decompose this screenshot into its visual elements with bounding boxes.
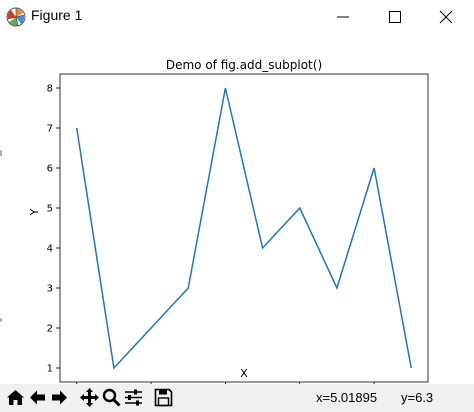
- pan-button[interactable]: [79, 387, 100, 408]
- sliders-icon: [125, 389, 142, 406]
- window-edge-mark: [0, 318, 2, 322]
- chart-title: Demo of fig.add_subplot(): [166, 58, 322, 72]
- y-tick-label: 3: [47, 284, 53, 295]
- axes-frame: [59, 73, 429, 383]
- window-titlebar: Figure 1: [0, 0, 474, 34]
- y-tick-label: 7: [47, 124, 53, 135]
- line-chart[interactable]: Demo of fig.add_subplot() 0246812345678 …: [0, 34, 474, 401]
- y-tick-label: 1: [47, 364, 53, 375]
- matplotlib-icon: [6, 7, 26, 27]
- window-title: Figure 1: [31, 7, 83, 23]
- y-tick-label: 4: [47, 244, 53, 255]
- window-edge-mark: [0, 150, 2, 156]
- save-button[interactable]: [153, 387, 174, 408]
- cursor-x-readout: x=5.01895: [316, 390, 378, 405]
- maximize-icon: [389, 11, 401, 23]
- maximize-button[interactable]: [372, 0, 418, 34]
- configure-subplots-button[interactable]: [123, 387, 144, 408]
- y-axis-label: Y: [28, 208, 41, 216]
- figure-canvas[interactable]: Demo of fig.add_subplot() 0246812345678 …: [0, 34, 474, 401]
- navigation-toolbar: x=5.01895 y=6.3: [0, 384, 474, 412]
- x-axis-label: X: [240, 367, 248, 380]
- y-tick-label: 8: [47, 84, 53, 95]
- cursor-y-readout: y=6.3: [401, 390, 434, 405]
- y-tick-label: 2: [47, 324, 53, 335]
- magnifier-icon: [102, 388, 121, 407]
- floppy-disk-icon: [154, 388, 173, 407]
- minimize-button[interactable]: [320, 0, 366, 34]
- series-line: [75, 87, 413, 370]
- forward-button[interactable]: [49, 387, 70, 408]
- arrow-left-icon: [30, 390, 45, 405]
- arrow-right-icon: [52, 390, 67, 405]
- home-icon: [7, 390, 24, 405]
- close-icon: [439, 10, 453, 24]
- y-tick-label: 6: [47, 164, 53, 175]
- zoom-button[interactable]: [101, 387, 122, 408]
- close-button[interactable]: [423, 0, 469, 34]
- home-button[interactable]: [5, 387, 26, 408]
- y-tick-label: 5: [47, 204, 53, 215]
- back-button[interactable]: [27, 387, 48, 408]
- move-icon: [80, 388, 99, 407]
- minimize-icon: [337, 16, 349, 18]
